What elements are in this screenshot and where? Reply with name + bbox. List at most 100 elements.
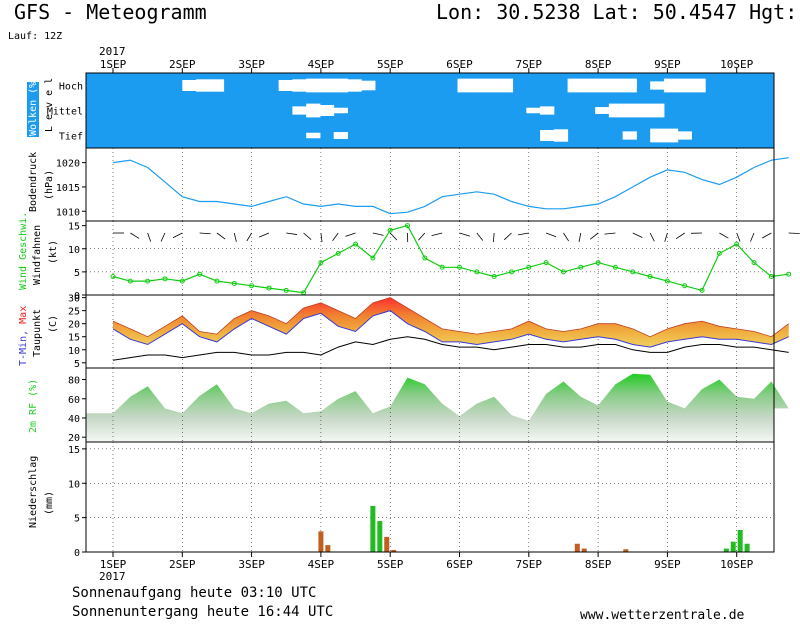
wind-speed-point — [335, 250, 341, 256]
wind-barb — [372, 232, 384, 236]
wind-panel: 0 5 10 15 Wind Geschwi. Windfahnen (kt) — [18, 212, 800, 302]
rh-tick-label: 60 — [68, 395, 80, 406]
wind-barb — [719, 232, 729, 239]
cloud-gap — [278, 80, 293, 91]
temp-tick-label: 15 — [68, 333, 80, 344]
cloud-gap — [663, 128, 679, 143]
wind-speed-point — [526, 264, 532, 270]
temp-min-label: T-Min, — [18, 324, 29, 366]
dewpoint-line — [112, 336, 789, 361]
cloud-gap — [319, 105, 335, 116]
wind-barb — [750, 232, 755, 242]
wind-speed-point — [595, 260, 601, 266]
temp-unit: (C) — [48, 315, 59, 333]
precip-bar — [730, 541, 736, 552]
wind-barb — [476, 232, 484, 241]
time-label-top: 9SEP — [654, 58, 681, 71]
cloud-gap — [196, 79, 211, 92]
year-label-top: 2017 — [99, 45, 126, 58]
wind-speed-point — [578, 264, 584, 270]
cloud-gap — [691, 78, 706, 93]
time-label-bottom: 7SEP — [516, 558, 543, 571]
wind-barb — [431, 232, 443, 237]
time-label-bottom: 2SEP — [169, 558, 196, 571]
wind-speed-point — [127, 278, 133, 284]
wind-speed-point — [716, 250, 722, 256]
pressure-tick-label: 1010 — [56, 207, 80, 218]
cloud-gap — [471, 78, 486, 93]
wind-barb — [345, 232, 356, 237]
cloud-gap — [306, 78, 321, 93]
wind-barb — [160, 232, 166, 242]
wind-barb — [320, 232, 323, 243]
time-label-bottom: 6SEP — [446, 558, 473, 571]
cloud-gap — [553, 129, 569, 142]
wind-barb — [130, 232, 140, 239]
cloud-ylabel: Wolken (%) — [28, 76, 39, 136]
temp-max-label: Max — [18, 306, 29, 324]
cloud-gap — [677, 131, 692, 140]
cloud-gap — [622, 103, 637, 118]
wind-speed-point — [474, 269, 480, 275]
cloud-gap — [209, 79, 225, 92]
temp-tick-label: 30 — [68, 294, 80, 305]
wind-speed-point — [145, 278, 151, 284]
wind-ylabel: Wind Geschwi. — [18, 212, 29, 290]
precip-bar — [318, 531, 324, 552]
rh-ylabel: 2m RF (%) — [28, 379, 39, 433]
wind-barb — [172, 232, 183, 239]
cloud-gap — [567, 78, 582, 93]
wind-tick-label: 5 — [74, 268, 80, 279]
panel-frame — [85, 147, 775, 222]
cloud-gap — [485, 78, 500, 93]
wind-barb — [503, 232, 512, 241]
tmax-line — [112, 297, 789, 338]
chart-title: GFS - Meteogramm — [14, 0, 207, 24]
wind-speed-point — [647, 274, 653, 279]
temperature-band — [113, 297, 789, 348]
pressure-tick-label: 1015 — [56, 183, 80, 194]
cloud-gap — [595, 107, 610, 114]
precip-bar — [623, 549, 629, 552]
temperature-panel: 5 10 15 20 25 30 T-Min, Max Taupunkt (C) — [18, 294, 789, 370]
wind-barb — [332, 232, 339, 241]
cloud-gap — [608, 78, 624, 93]
wind-speed-point — [630, 269, 636, 275]
cloud-gap — [333, 107, 348, 114]
temp-ylabel: T-Min, Max — [18, 306, 29, 366]
wind-tick-label: 0 — [74, 291, 80, 302]
dewpoint-ylabel: Taupunkt — [32, 309, 43, 357]
wind-speed-point — [664, 278, 670, 284]
wind-tick-label: 10 — [68, 245, 80, 256]
cloud-panel: Hoch Mittel Tief Wolken (%) L e v e l — [27, 72, 775, 149]
pressure-tick-label: 1020 — [56, 159, 80, 170]
cloud-level-ylabel: L e v e l — [44, 78, 55, 132]
wind-barb — [492, 232, 495, 243]
cloud-gap — [677, 78, 692, 93]
wind-barb — [246, 232, 252, 242]
time-label-top: 10SEP — [720, 58, 753, 71]
time-label-bottom: 3SEP — [238, 558, 265, 571]
wind-barb — [459, 232, 470, 237]
tmin-line — [112, 310, 789, 348]
cloud-gap — [540, 130, 555, 141]
cloud-gap — [361, 80, 376, 91]
precip-bar — [391, 549, 397, 552]
model-run: Lauf: 12Z — [8, 31, 63, 42]
cloud-level-label: Mittel — [47, 107, 83, 118]
cloud-gap — [457, 78, 472, 93]
cloud-label-bg — [27, 82, 39, 137]
precip-tick-label: 0 — [74, 548, 80, 559]
time-label-top: 3SEP — [238, 58, 265, 71]
pressure-line — [112, 157, 789, 215]
wind-speed-point — [508, 269, 514, 275]
cloud-gap — [306, 103, 321, 118]
rh-tick-label: 40 — [68, 414, 80, 425]
cloud-gap — [622, 78, 637, 93]
wind-barb — [147, 232, 152, 242]
precip-tick-label: 15 — [68, 445, 80, 456]
cloud-gap — [581, 78, 596, 93]
wind-speed-point — [214, 278, 220, 284]
wind-speed-point — [179, 278, 185, 284]
